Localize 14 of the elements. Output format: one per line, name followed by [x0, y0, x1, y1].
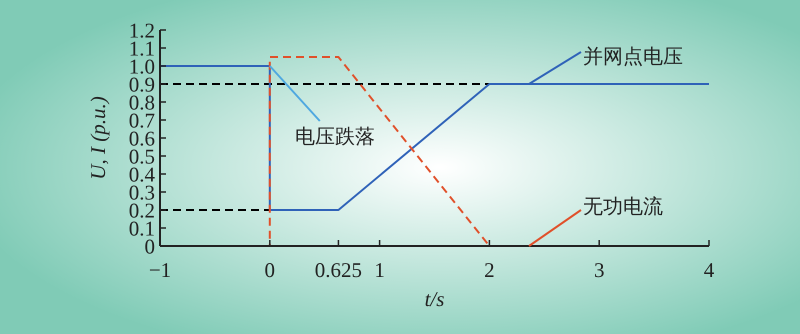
y-axis-title: U, I (p.u.)	[86, 96, 110, 180]
x-tick-label: 2	[484, 258, 495, 282]
series-label: 无功电流	[583, 194, 663, 218]
legend-label: 并网点电压	[583, 44, 683, 68]
x-tick-label: −1	[148, 258, 172, 282]
x-axis-title: t/s	[424, 287, 444, 311]
y-tick-label: 0	[144, 234, 155, 258]
x-tick-label: 3	[594, 258, 604, 282]
x-tick-label: 0	[264, 258, 276, 282]
y-tick-label: 1.2	[128, 18, 155, 42]
x-tick-label: 4	[704, 258, 715, 282]
annotation: 电压跌落	[294, 124, 375, 148]
x-tick-label: 1	[374, 258, 385, 282]
x-tick-label: 0.625	[314, 258, 362, 282]
